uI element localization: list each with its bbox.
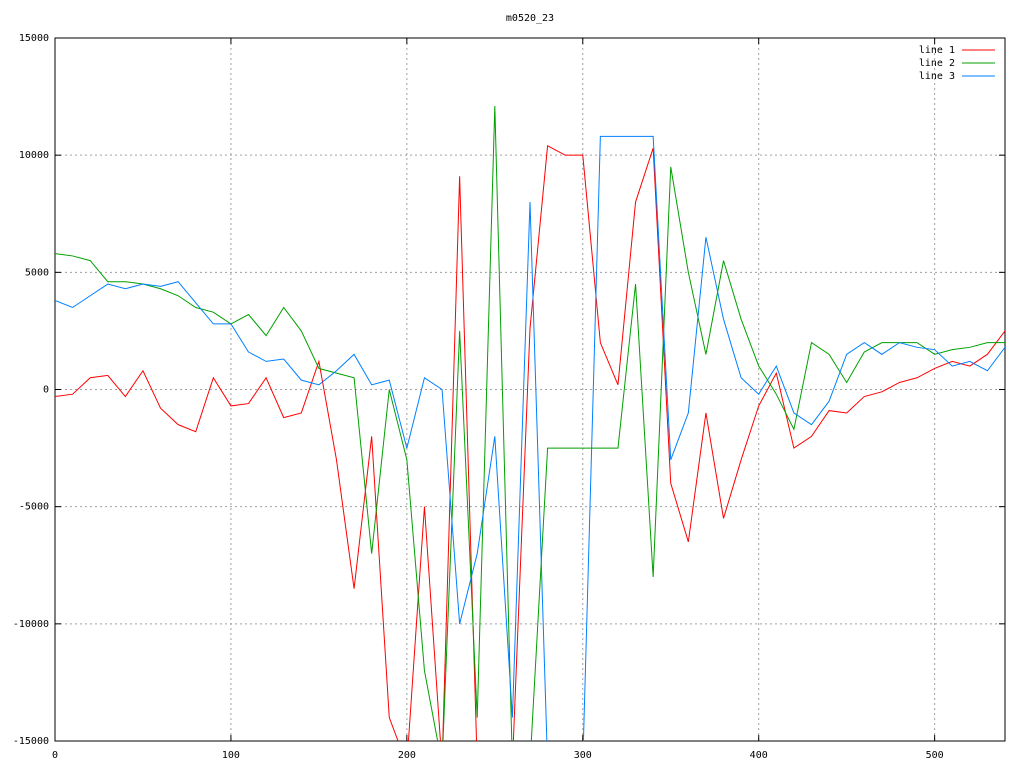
y-tick-label: 5000 [25,267,49,278]
y-tick-label: 15000 [19,33,49,44]
plot-border [54,37,1006,742]
data-line [55,144,1005,741]
data-line [55,105,1005,741]
y-tick-label: -10000 [13,619,49,630]
legend-label: line 3 [919,71,955,82]
y-tick-label: 10000 [19,150,49,161]
x-tick-label: 200 [398,750,416,761]
y-tick-label: -5000 [19,502,49,513]
y-tick-label: 0 [43,385,49,396]
data-line [55,135,1005,741]
chart-title: m0520_23 [506,13,554,24]
x-tick-label: 0 [52,750,58,761]
legend-label: line 1 [919,45,955,56]
x-tick-label: 500 [926,750,944,761]
x-tick-label: 400 [750,750,768,761]
plot-area [55,105,1005,741]
legend-label: line 2 [919,58,955,69]
x-tick-label: 300 [574,750,592,761]
x-tick-label: 100 [222,750,240,761]
y-tick-label: -15000 [13,736,49,747]
